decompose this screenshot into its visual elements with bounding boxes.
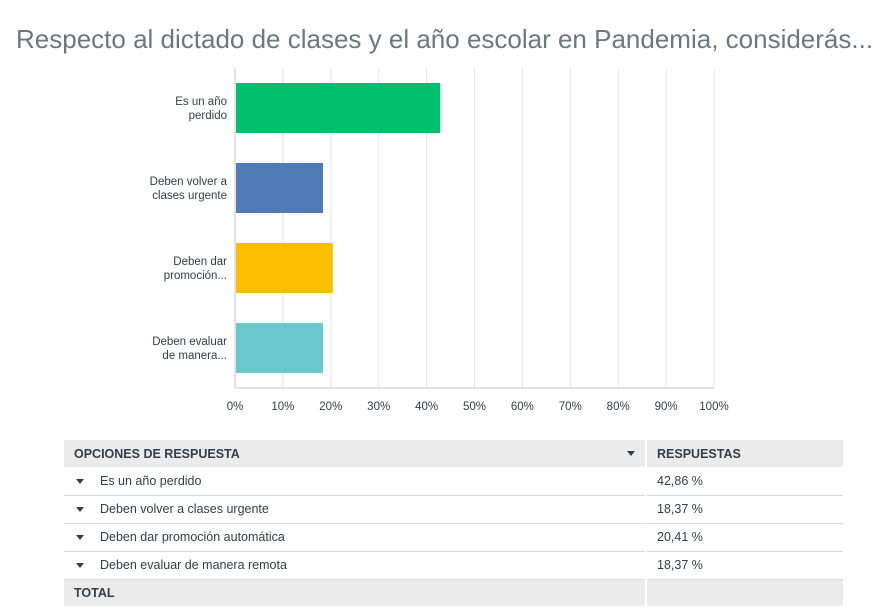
bar-chart: Es un año perdido Deben volver a clases urg… [150, 68, 729, 413]
header-options[interactable]: OPCIONES DE RESPUESTA [64, 440, 646, 467]
category-label: clases urgente [152, 190, 227, 202]
tick-label: 40% [415, 401, 438, 413]
category-label: perdido [189, 110, 227, 122]
total-label: TOTAL [64, 579, 646, 606]
tick-label: 100% [699, 401, 728, 413]
table-header-row: OPCIONES DE RESPUESTA RESPUESTAS [64, 440, 843, 467]
tick-label: 10% [271, 401, 294, 413]
tick-labels: 0% 10% 20% 30% 40% 50% 60% 70% 80% 90% 100% [227, 401, 729, 413]
row-value: 18,37 % [645, 495, 843, 524]
results-table: OPCIONES DE RESPUESTA RESPUESTAS Es un a… [64, 440, 843, 606]
table-row: Deben volver a clases urgente 18,37 % [64, 495, 843, 524]
chart-title: Respecto al dictado de clases y el año e… [16, 24, 874, 54]
caret-down-icon[interactable] [76, 478, 84, 484]
bar[interactable] [236, 323, 323, 373]
header-responses-label: RESPUESTAS [657, 446, 741, 461]
row-value: 42,86 % [645, 467, 843, 496]
tick-label: 20% [319, 401, 342, 413]
bar[interactable] [236, 163, 323, 213]
category-label: Deben evaluar [152, 336, 227, 348]
category-labels: Es un año perdido Deben volver a clases urg… [150, 96, 228, 362]
bar[interactable] [236, 83, 441, 133]
tick-label: 0% [227, 401, 244, 413]
row-label: Deben volver a clases urgente [100, 502, 269, 516]
table-total-row: TOTAL [64, 579, 843, 606]
table-row: Es un año perdido 42,86 % [64, 467, 843, 496]
tick-label: 80% [607, 401, 630, 413]
table-row: Deben evaluar de manera remota 18,37 % [64, 551, 843, 580]
category-label: promoción... [164, 270, 227, 282]
row-value: 20,41 % [645, 523, 843, 552]
category-label: Deben dar [173, 256, 227, 268]
header-responses[interactable]: RESPUESTAS [645, 440, 843, 467]
row-label: Es un año perdido [100, 473, 202, 488]
table-row: Deben dar promoción automática 20,41 % [64, 523, 843, 552]
row-label: Deben dar promoción automática [100, 530, 285, 544]
header-options-label: OPCIONES DE RESPUESTA [74, 446, 240, 461]
tick-label: 60% [511, 401, 534, 413]
category-label: de manera... [162, 350, 227, 362]
axis [234, 68, 714, 389]
total-value [645, 579, 843, 606]
tick-label: 50% [463, 401, 486, 413]
tick-label: 30% [367, 401, 390, 413]
bars [236, 83, 441, 373]
tick-label: 90% [655, 401, 678, 413]
caret-down-icon[interactable] [76, 563, 84, 569]
category-label: Deben volver a [150, 176, 228, 188]
caret-down-icon[interactable] [76, 535, 84, 541]
chevron-down-icon[interactable] [627, 451, 635, 456]
tick-label: 70% [559, 401, 582, 413]
row-value: 18,37 % [645, 551, 843, 580]
caret-down-icon[interactable] [76, 507, 84, 513]
row-label: Deben evaluar de manera remota [100, 558, 287, 572]
category-label: Es un año [175, 96, 227, 108]
bar[interactable] [236, 243, 333, 293]
